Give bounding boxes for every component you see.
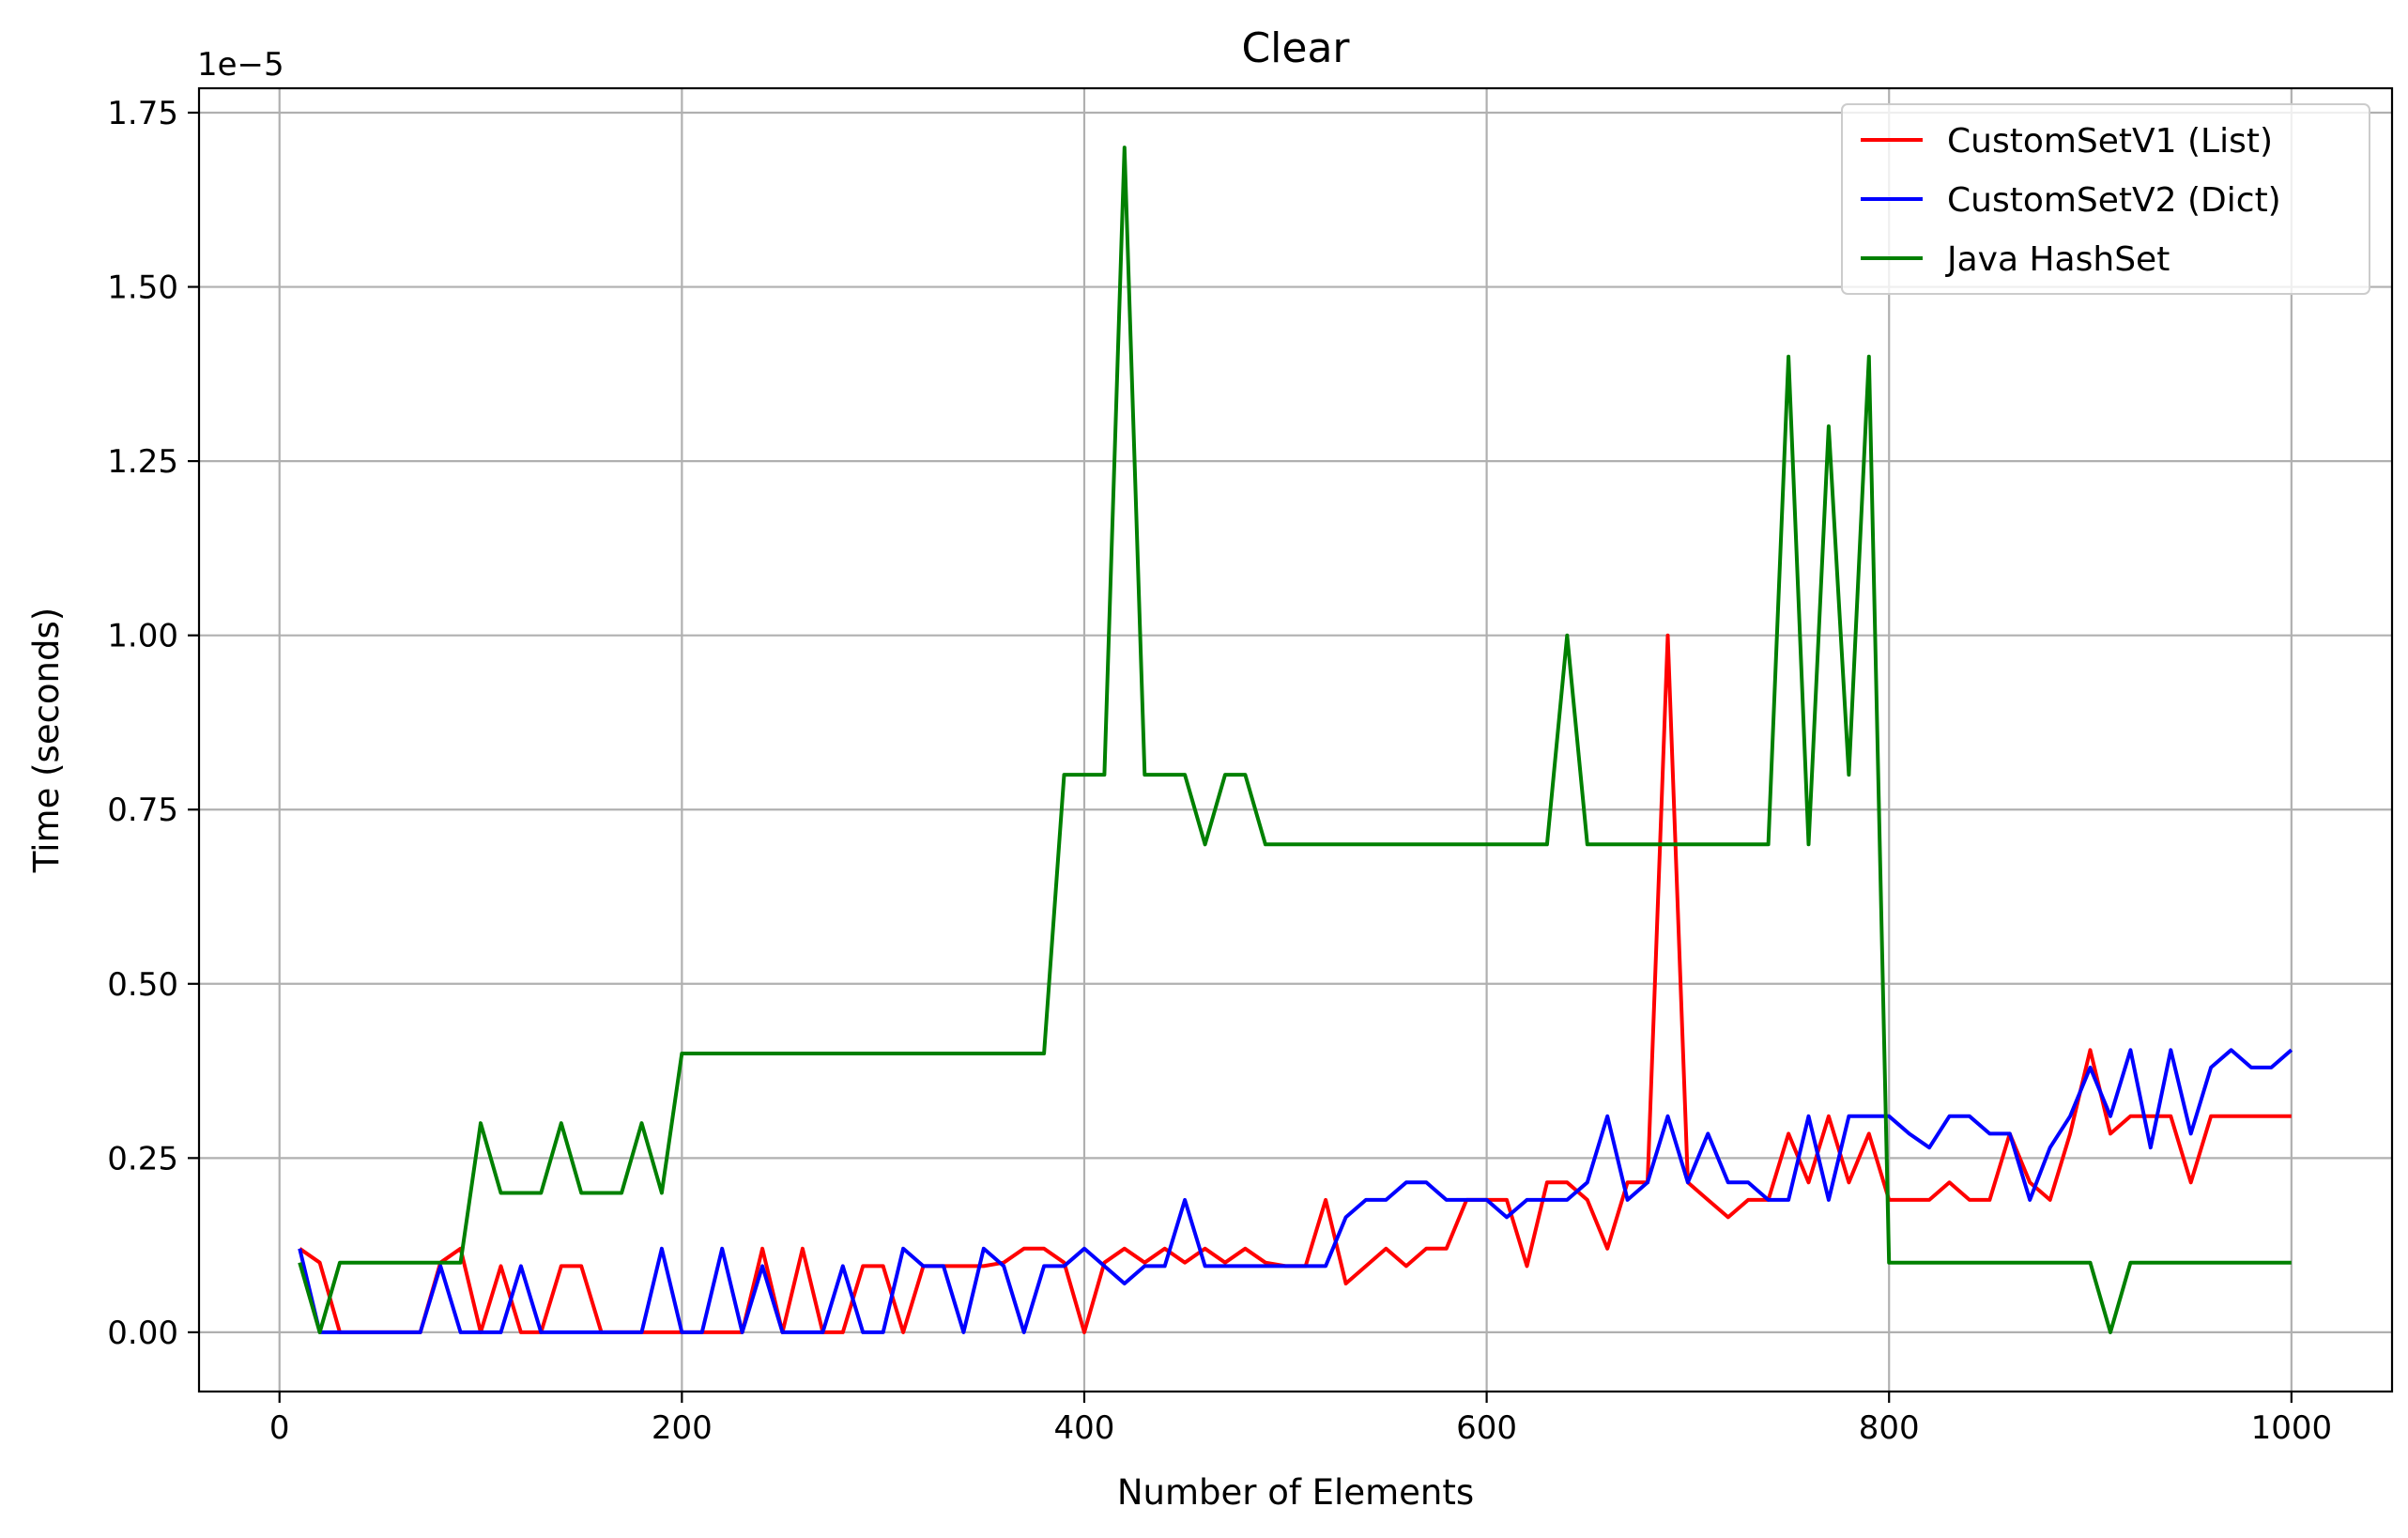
y-axis: 0.00 0.25 0.50 0.75 1.00 1.25 1.50 1.75 [107, 95, 199, 1352]
legend-label: CustomSetV2 (Dict) [1947, 181, 2281, 220]
x-axis-label: Number of Elements [1117, 1472, 1474, 1513]
x-tick-label: 1000 [2251, 1409, 2333, 1447]
x-tick-label: 0 [269, 1409, 290, 1447]
y-tick-label: 0.75 [107, 792, 178, 829]
y-tick-label: 1.25 [107, 443, 178, 481]
legend-box [1841, 103, 2370, 295]
y-tick-label: 0.25 [107, 1140, 178, 1177]
y-offset-label: 1e−5 [197, 46, 284, 84]
y-tick-label: 0.50 [107, 966, 178, 1004]
y-tick-label: 1.50 [107, 269, 178, 307]
chart-title: Clear [1241, 24, 1350, 72]
x-tick-label: 200 [652, 1409, 713, 1447]
gridlines [199, 88, 2392, 1392]
y-tick-label: 1.00 [107, 618, 178, 655]
series-line-java-hashset [298, 146, 2292, 1334]
legend-label: Java HashSet [1945, 240, 2170, 279]
y-axis-label: Time (seconds) [26, 608, 67, 873]
x-tick-label: 400 [1054, 1409, 1115, 1447]
legend-label: CustomSetV1 (List) [1947, 122, 2273, 161]
plot-frame [197, 86, 2394, 1393]
x-axis: 0 200 400 600 800 1000 [269, 1392, 2332, 1447]
x-tick-label: 800 [1859, 1409, 1920, 1447]
y-tick-label: 0.00 [107, 1315, 178, 1352]
y-tick-label: 1.75 [107, 95, 178, 132]
x-tick-label: 600 [1456, 1409, 1517, 1447]
series-layer [298, 146, 2293, 1334]
legend: CustomSetV1 (List) CustomSetV2 (Dict) Java… [1841, 103, 2370, 295]
series-line-customsetv2-dict [298, 1048, 2293, 1334]
